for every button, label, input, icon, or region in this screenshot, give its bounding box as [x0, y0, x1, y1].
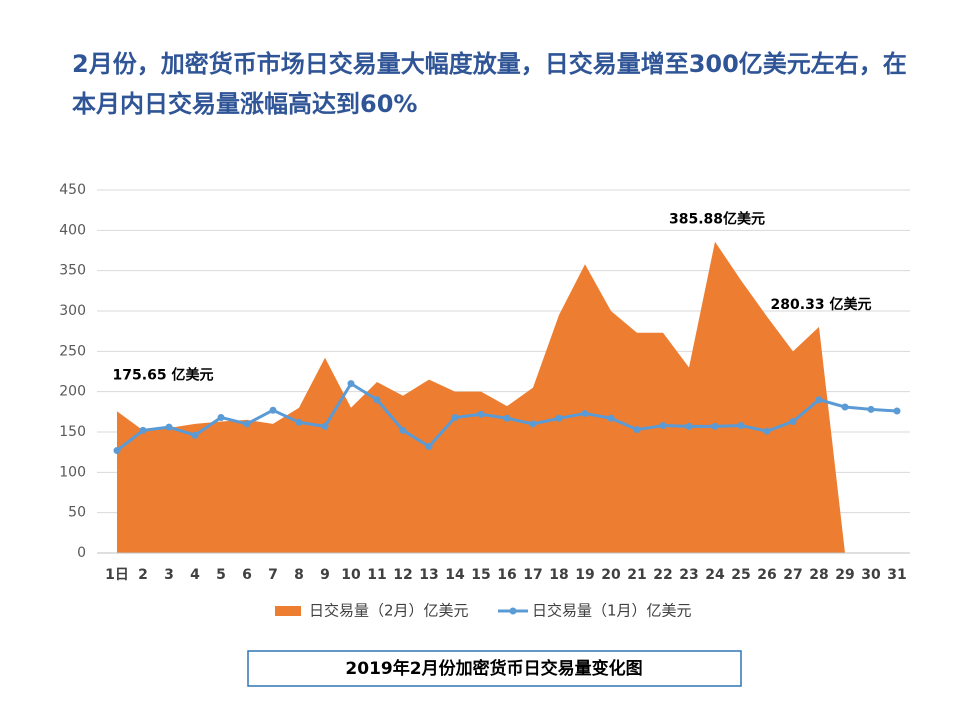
point — [815, 396, 823, 404]
data-label: 175.65 亿美元 — [113, 366, 214, 383]
point — [243, 420, 251, 428]
point — [633, 426, 641, 434]
x-tick-label: 10 — [341, 567, 361, 583]
chart-caption: 2019年2月份加密货币日交易量变化图 — [345, 658, 642, 679]
x-tick-label: 2 — [138, 567, 148, 583]
point — [477, 410, 485, 418]
point — [321, 422, 329, 430]
point — [165, 423, 173, 431]
y-tick-label: 300 — [59, 303, 86, 319]
point — [503, 414, 511, 422]
legend-label: 日交易量（1月）亿美元 — [532, 602, 692, 620]
x-tick-label: 6 — [242, 567, 252, 583]
point — [373, 396, 381, 404]
data-label: 280.33 亿美元 — [771, 296, 872, 313]
x-tick-label: 29 — [835, 567, 854, 583]
point — [347, 380, 355, 388]
point — [529, 420, 537, 428]
y-tick-label: 0 — [77, 545, 86, 561]
x-tick-label: 28 — [809, 567, 828, 583]
point — [451, 413, 459, 421]
point — [581, 409, 589, 417]
area — [117, 241, 845, 554]
x-tick-label: 13 — [419, 567, 438, 583]
x-tick-label: 18 — [549, 567, 568, 583]
point — [841, 403, 849, 411]
y-tick-label: 50 — [68, 505, 86, 521]
data-label: 385.88亿美元 — [669, 211, 765, 228]
caption-box — [247, 650, 742, 687]
x-tick-label: 11 — [367, 567, 386, 583]
x-tick-label: 25 — [731, 567, 750, 583]
x-tick-label: 24 — [705, 567, 725, 583]
legend-swatch — [509, 607, 517, 615]
x-tick-label: 17 — [523, 567, 542, 583]
x-tick-label: 8 — [294, 567, 304, 583]
x-tick-label: 1日 — [105, 567, 129, 583]
y-tick-label: 250 — [59, 343, 86, 359]
x-tick-label: 7 — [268, 567, 278, 583]
point — [711, 422, 719, 430]
y-tick-label: 400 — [59, 222, 86, 238]
point — [737, 422, 745, 430]
legend-swatch — [275, 606, 301, 616]
point — [191, 431, 199, 439]
x-tick-label: 9 — [320, 567, 330, 583]
y-tick-label: 200 — [59, 384, 86, 400]
point — [269, 406, 277, 414]
point — [789, 418, 797, 426]
point — [425, 443, 433, 451]
legend-label: 日交易量（2月）亿美元 — [309, 602, 469, 620]
x-tick-label: 22 — [653, 567, 672, 583]
x-tick-label: 31 — [887, 567, 906, 583]
point — [763, 427, 771, 435]
point — [555, 414, 563, 422]
x-tick-label: 14 — [445, 567, 465, 583]
page-title: 2月份，加密货币市场日交易量大幅度放量，日交易量增至300亿美元左右，在本月内日… — [72, 50, 907, 118]
x-tick-label: 15 — [471, 567, 490, 583]
x-tick-label: 27 — [783, 567, 802, 583]
point — [113, 447, 121, 455]
y-tick-label: 150 — [59, 424, 86, 440]
x-tick-label: 30 — [861, 567, 881, 583]
x-tick-label: 21 — [627, 567, 646, 583]
point — [139, 426, 147, 434]
point — [893, 407, 901, 415]
point — [295, 418, 303, 426]
point — [659, 422, 667, 430]
y-tick-label: 450 — [59, 182, 86, 198]
x-tick-label: 23 — [679, 567, 698, 583]
point — [399, 426, 407, 434]
x-tick-label: 5 — [216, 567, 226, 583]
point — [685, 422, 693, 430]
y-tick-label: 350 — [59, 263, 86, 279]
x-tick-label: 16 — [497, 567, 516, 583]
x-tick-label: 20 — [601, 567, 621, 583]
x-tick-label: 4 — [190, 567, 200, 583]
x-tick-label: 3 — [164, 567, 174, 583]
x-tick-label: 26 — [757, 567, 776, 583]
point — [867, 405, 875, 413]
x-tick-label: 19 — [575, 567, 594, 583]
x-tick-label: 12 — [393, 567, 412, 583]
point — [607, 414, 615, 422]
y-tick-label: 100 — [59, 464, 86, 480]
point — [217, 413, 225, 421]
